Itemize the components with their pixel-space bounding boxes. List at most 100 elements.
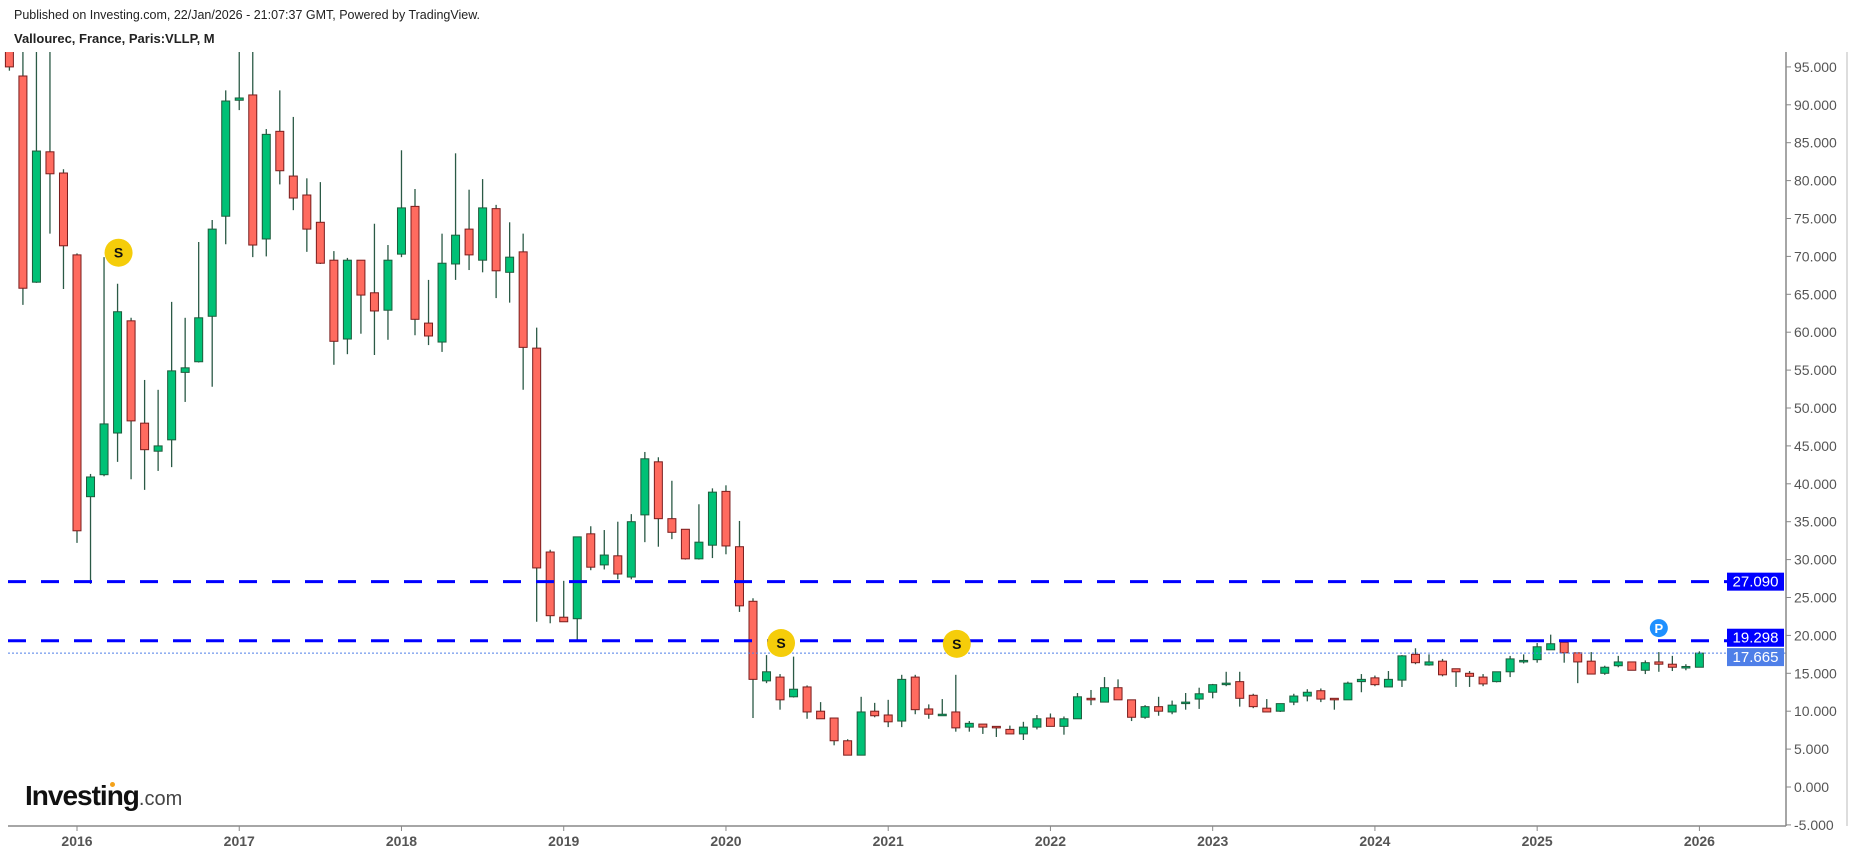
candle-body-up	[221, 100, 231, 217]
candle-body-down	[140, 422, 150, 451]
candle-2020-04	[762, 655, 772, 684]
candle-body-up	[180, 367, 190, 373]
candle-body-down	[829, 717, 839, 742]
event-marker-label: S	[114, 245, 123, 261]
candle-2025-05	[1586, 652, 1596, 675]
candle-body-down	[369, 292, 379, 312]
candle-2023-10	[1329, 697, 1339, 710]
candle-body-down	[126, 320, 136, 422]
candle-body-up	[1343, 682, 1353, 701]
candle-2022-02	[1059, 716, 1069, 735]
candle-2024-05	[1424, 654, 1434, 666]
candle-2024-12	[1519, 654, 1529, 664]
candle-2018-02	[410, 188, 420, 336]
x-tick-label: 2018	[386, 833, 417, 849]
candle-2023-11	[1343, 681, 1353, 701]
candle-2015-09	[18, 52, 28, 305]
candle-2018-03	[424, 279, 434, 346]
price-label-bg	[1727, 628, 1784, 647]
candle-body-down	[464, 228, 474, 256]
candle-2022-06	[1113, 679, 1123, 701]
candle-2018-04	[437, 233, 447, 352]
candle-body-down	[802, 686, 812, 713]
x-tick-label: 2016	[61, 833, 92, 849]
candle-body-down	[1316, 690, 1326, 700]
event-marker-s: S	[942, 629, 971, 658]
y-tick-label: 50.000	[1794, 400, 1837, 416]
event-marker-s: S	[104, 238, 133, 267]
y-tick-label: 45.000	[1794, 438, 1837, 454]
candle-2023-06	[1275, 703, 1285, 712]
candle-2016-03	[99, 257, 109, 477]
candle-2025-02	[1546, 634, 1556, 651]
candle-body-down	[275, 130, 285, 172]
candle-body-down	[1451, 668, 1461, 673]
candle-body-down	[870, 710, 880, 717]
candle-body-down	[1573, 652, 1583, 663]
candle-body-down	[410, 205, 420, 320]
candle-body-down	[1235, 681, 1245, 699]
candle-body-up	[856, 711, 866, 756]
candle-2018-11	[532, 327, 542, 622]
candle-body-down	[653, 461, 663, 520]
candle-2021-07	[964, 721, 974, 732]
candle-body-down	[315, 221, 325, 264]
candle-body-down	[1667, 663, 1677, 668]
candle-body-up	[1275, 703, 1285, 712]
candle-body-up	[342, 259, 352, 340]
candle-2020-05	[775, 674, 785, 710]
candle-2025-06	[1600, 665, 1610, 675]
candle-body-down	[545, 551, 555, 617]
candle-body-down	[680, 528, 690, 560]
candle-2023-03	[1235, 671, 1245, 707]
candle-2023-09	[1316, 688, 1326, 703]
candle-2020-01	[721, 485, 731, 555]
candle-2015-08	[4, 52, 14, 71]
price-labels: 27.090 19.298 17.665	[1727, 572, 1784, 667]
y-tick-label: 40.000	[1794, 476, 1837, 492]
candle-2022-11	[1181, 693, 1191, 710]
candle-2017-08	[329, 251, 339, 365]
candle-2019-04	[599, 530, 609, 570]
candle-body-down	[18, 75, 28, 289]
p-badge-icon	[1649, 619, 1668, 638]
candle-2023-01	[1208, 683, 1218, 699]
candle-2015-10	[31, 52, 41, 283]
candle-body-up	[207, 228, 217, 317]
s-badge-icon	[104, 238, 133, 267]
candle-2022-07	[1127, 699, 1137, 722]
candle-2021-11	[1018, 721, 1028, 741]
candle-body-down	[667, 518, 677, 533]
candle-body-up	[1221, 682, 1231, 686]
candle-body-up	[1424, 661, 1434, 666]
candle-body-up	[897, 678, 907, 722]
candle-2017-10	[356, 259, 366, 334]
candle-2022-10	[1167, 700, 1177, 715]
candle-body-down	[1045, 717, 1055, 727]
y-tick-label: 70.000	[1794, 248, 1837, 264]
event-marker-label: S	[776, 635, 785, 651]
candle-2021-10	[1005, 725, 1015, 735]
candle-body-up	[505, 256, 515, 273]
candle-body-down	[72, 254, 82, 532]
candle-body-down	[721, 490, 731, 547]
candle-body-down	[329, 259, 339, 342]
event-marker-p: P	[1649, 619, 1668, 638]
candle-2021-03	[910, 674, 920, 715]
candle-2019-12	[707, 488, 717, 559]
candle-2020-08	[816, 702, 826, 720]
candle-2020-02	[734, 520, 744, 612]
candle-2016-10	[194, 241, 204, 363]
candle-2022-04	[1086, 689, 1096, 706]
y-tick-label: 60.000	[1794, 324, 1837, 340]
candle-2023-05	[1262, 699, 1272, 713]
x-tick-label: 2023	[1197, 833, 1228, 849]
candle-2018-08	[491, 204, 501, 299]
candle-body-up	[1140, 706, 1150, 718]
candle-body-down	[4, 52, 14, 68]
price-label: 27.090	[1733, 574, 1779, 591]
candle-2023-08	[1302, 689, 1312, 702]
candle-2017-03	[261, 129, 271, 257]
candle-body-up	[1072, 696, 1082, 720]
x-tick-label: 2021	[873, 833, 904, 849]
